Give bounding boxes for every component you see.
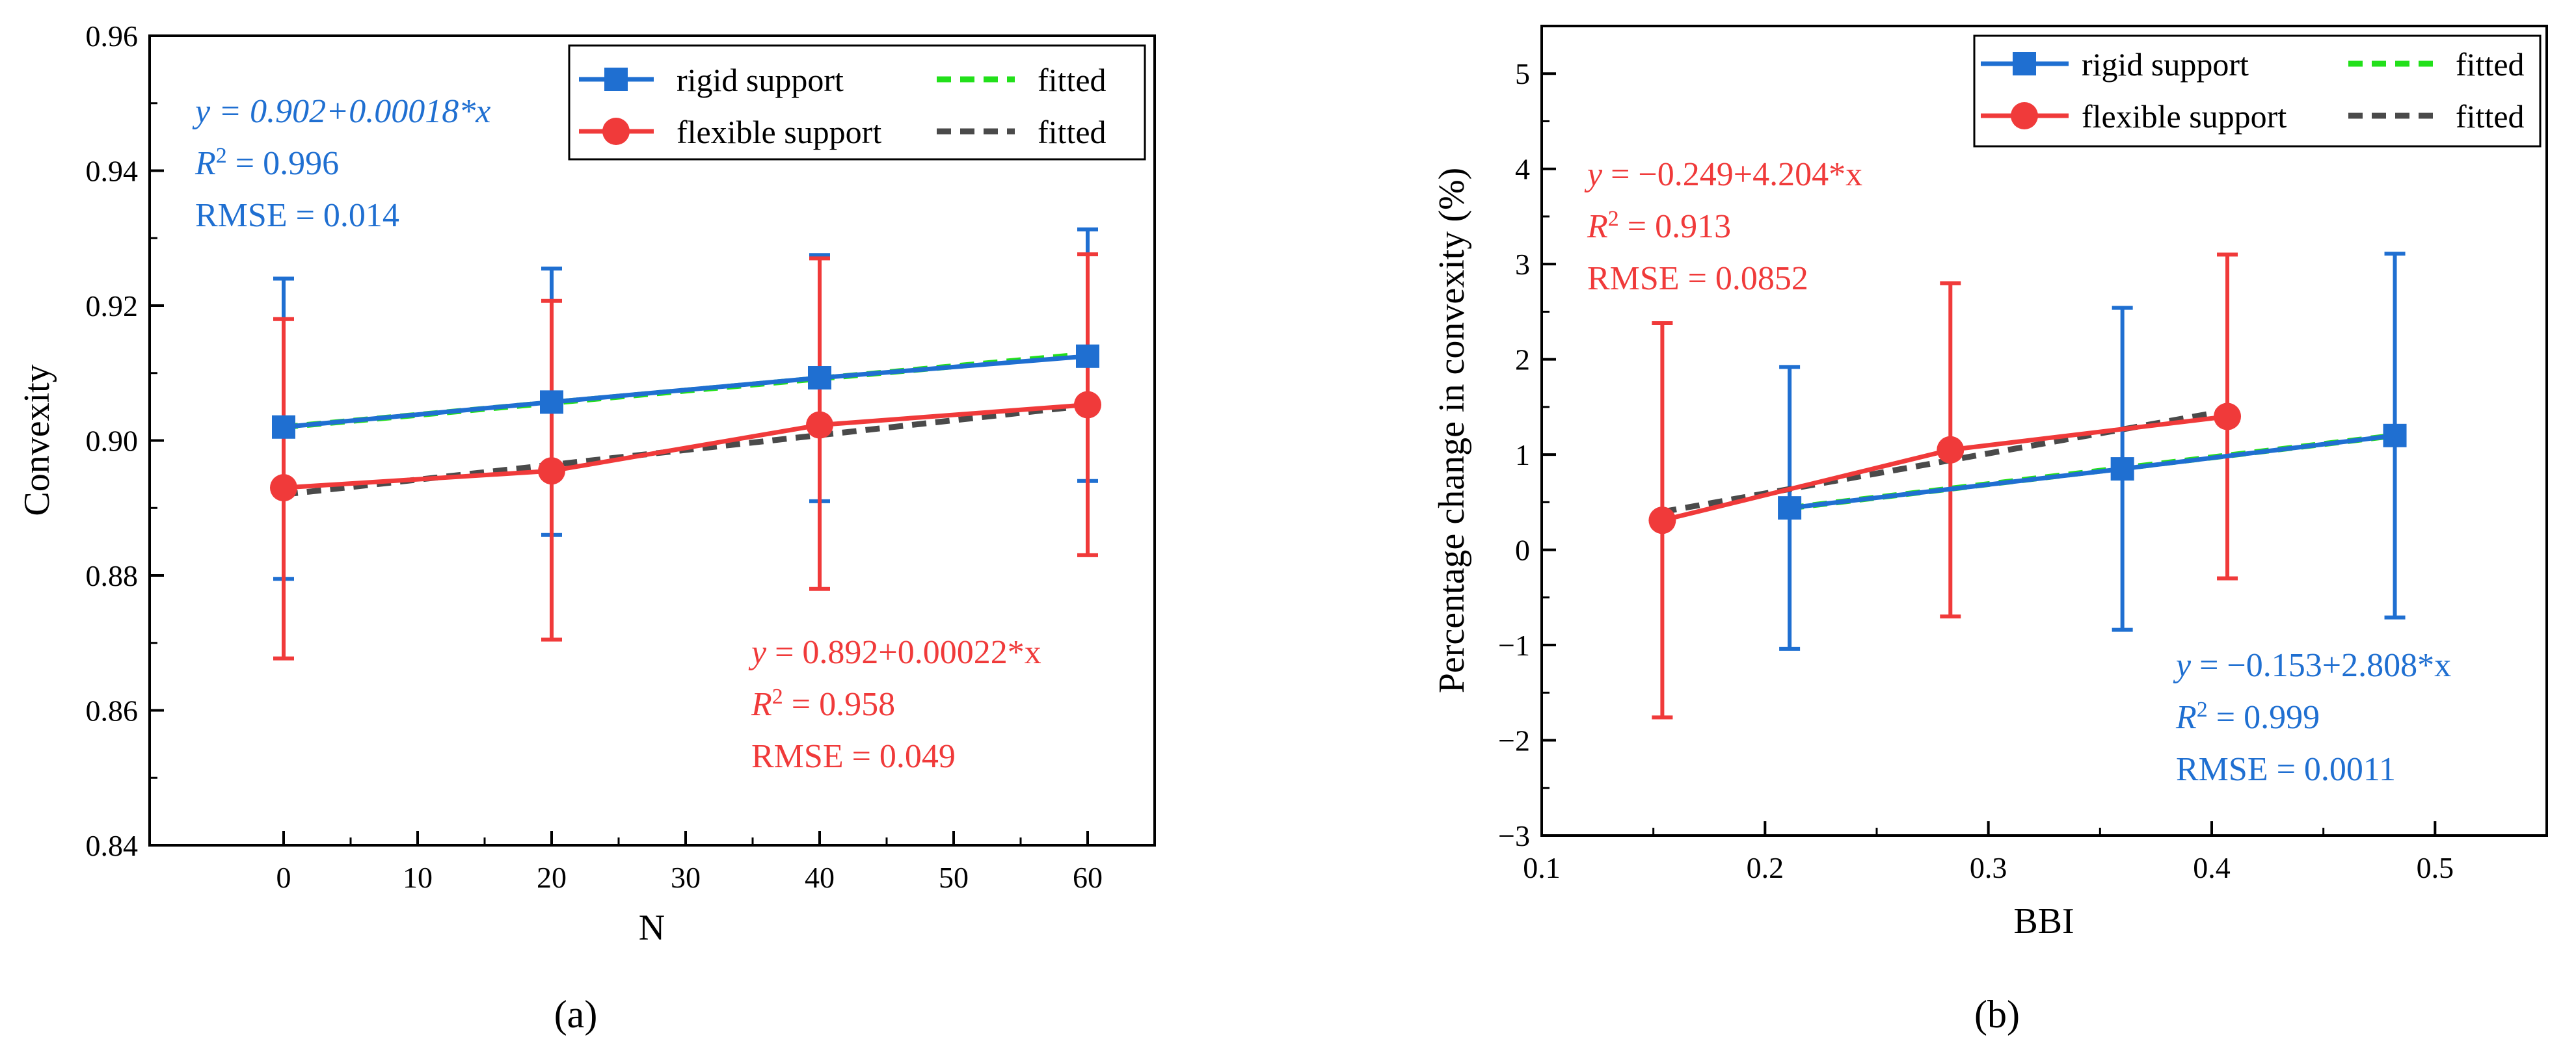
panel-b-label: (b) <box>1974 993 2020 1036</box>
panel-b-rigid-rmse: RMSE = 0.0011 <box>2176 751 2396 788</box>
panel-b-flexible-rmse: RMSE = 0.0852 <box>1587 260 1808 297</box>
panel-a-point-square <box>808 366 831 390</box>
panel-b-series <box>1648 402 2407 534</box>
panel-a-rigid-rmse: RMSE = 0.014 <box>195 197 399 234</box>
panel-a-point-circle <box>806 411 833 439</box>
panel-b-point-square <box>1778 496 1802 520</box>
panel-a-point-circle <box>538 457 565 485</box>
panel-b-x-tick-label: 0.4 <box>2193 851 2231 884</box>
panel-b-annotation-flexible: y = −0.249+4.204*x R2 = 0.913 RMSE = 0.0… <box>1584 156 1862 297</box>
panel-a-line-square <box>283 354 1088 430</box>
panel-b-legend-box <box>1973 34 2542 148</box>
panel-a-point-square <box>272 415 295 439</box>
panel-b-point-square <box>2383 423 2407 447</box>
panel-a-rigid-equation: y = 0.902+0.00018*x <box>192 93 490 130</box>
panel-b-y-tick-label: 2 <box>1515 343 1530 376</box>
panel-a-legend-box <box>568 44 1146 161</box>
panel-a-x-tick-label: 30 <box>671 861 701 894</box>
panel-a-legend-flexible-marker <box>602 118 630 145</box>
panel-b-flexible-r2: R2 = 0.913 <box>1587 207 1731 246</box>
panel-b-y-tick-label: 0 <box>1515 534 1530 567</box>
panel-a-flexible-r2: R2 = 0.958 <box>751 685 895 724</box>
panel-b-tick-labels: 0.1 0.2 0.3 0.4 0.5 −3 −2 −1 0 1 2 3 4 5 <box>1498 57 2454 884</box>
panel-a-rigid-r2: R2 = 0.996 <box>195 144 339 183</box>
panel-b-flexible-equation: y = −0.249+4.204*x <box>1584 156 1862 193</box>
panel-a-x-tick-label: 50 <box>939 861 969 894</box>
panel-a-legend: rigid support fitted flexible support fi… <box>568 44 1146 161</box>
panel-b-y-tick-label: 5 <box>1515 57 1530 90</box>
panel-a-x-axis-title: N <box>639 908 665 948</box>
panel-a-line-circle <box>283 402 1088 490</box>
panel-a-x-tick-label: 60 <box>1073 861 1103 894</box>
panel-b-legend: rigid support fitted flexible support fi… <box>1973 34 2542 148</box>
panel-a-legend-fit-rigid-label: fitted <box>1038 62 1107 98</box>
panel-b-y-tick-label: −2 <box>1498 724 1530 758</box>
panel-b-y-tick-label: 3 <box>1515 248 1530 281</box>
panel-b-annotation-rigid: y = −0.153+2.808*x R2 = 0.999 RMSE = 0.0… <box>2173 647 2451 788</box>
panel-a-flexible-rmse: RMSE = 0.049 <box>751 738 956 775</box>
panel-a-y-tick-label: 0.86 <box>86 694 139 728</box>
panel-a-tick-labels: 0 10 20 30 40 50 60 0.84 0.86 0.88 0.90 0.92 0.94 0.9… <box>86 20 1103 894</box>
panel-a-legend-flexible-label: flexible support <box>677 114 881 150</box>
panel-a-y-tick-label: 0.88 <box>86 559 139 592</box>
panel-a-point-square <box>540 390 563 414</box>
panel-a-point-circle <box>270 474 297 502</box>
panel-a: 0 10 20 30 40 50 60 0.84 0.86 0.88 0.90 0.92 0.94 0.9… <box>17 20 1156 1036</box>
panel-a-y-tick-label: 0.94 <box>86 155 139 188</box>
panel-a-x-tick-label: 20 <box>537 861 567 894</box>
panel-b-y-tick-label: 4 <box>1515 153 1530 186</box>
panel-b-point-circle <box>1648 507 1676 534</box>
panel-b: 0.1 0.2 0.3 0.4 0.5 −3 −2 −1 0 1 2 3 4 5 BBI Percenta… <box>1432 25 2548 1036</box>
panel-a-x-tick-label: 10 <box>403 861 433 894</box>
panel-b-plot-frame <box>1540 25 2548 837</box>
panel-a-flexible-equation: y = 0.892+0.00022*x <box>748 634 1041 671</box>
panel-b-legend-flexible-label: flexible support <box>2082 98 2287 135</box>
panel-a-x-tick-label: 0 <box>276 861 291 894</box>
panel-b-x-tick-label: 0.2 <box>1747 851 1784 884</box>
panel-a-legend-rigid-label: rigid support <box>677 62 844 98</box>
panel-a-y-tick-label: 0.90 <box>86 425 139 458</box>
panel-a-y-tick-label: 0.84 <box>86 829 139 862</box>
panel-a-plot-frame <box>148 34 1156 847</box>
panel-b-x-tick-label: 0.3 <box>1970 851 2007 884</box>
panel-b-y-tick-label: 1 <box>1515 438 1530 471</box>
panel-b-rigid-equation: y = −0.153+2.808*x <box>2173 647 2451 684</box>
panel-a-label: (a) <box>554 993 598 1036</box>
panel-b-rigid-r2: R2 = 0.999 <box>2175 698 2320 737</box>
panel-a-y-axis-title: Convexity <box>17 364 57 516</box>
panel-b-point-circle <box>1937 436 1965 464</box>
panel-a-annotation-rigid: y = 0.902+0.00018*x R2 = 0.996 RMSE = 0.… <box>192 93 490 234</box>
panel-a-legend-rigid-marker <box>604 68 628 91</box>
panel-b-y-tick-label: −1 <box>1498 629 1530 662</box>
panel-a-y-tick-label: 0.96 <box>86 20 139 53</box>
panel-b-legend-fit-flexible-label: fitted <box>2456 98 2525 135</box>
panel-b-x-tick-label: 0.5 <box>2417 851 2454 884</box>
panel-a-series <box>270 344 1101 502</box>
panel-b-legend-fit-rigid-label: fitted <box>2456 46 2525 83</box>
panel-b-legend-rigid-label: rigid support <box>2082 46 2249 83</box>
panel-a-legend-fit-flexible-label: fitted <box>1038 114 1107 150</box>
panel-a-x-tick-label: 40 <box>805 861 835 894</box>
panel-b-x-axis-title: BBI <box>2013 901 2074 942</box>
panel-b-point-square <box>2110 457 2134 481</box>
panel-a-point-square <box>1076 344 1099 368</box>
panel-b-y-axis-title: Percentage change in convexity (%) <box>1432 168 1472 694</box>
panel-b-point-circle <box>2214 402 2242 430</box>
panel-a-point-circle <box>1074 391 1101 419</box>
panel-a-annotation-flexible: y = 0.892+0.00022*x R2 = 0.958 RMSE = 0.… <box>748 634 1041 775</box>
panel-b-x-tick-label: 0.1 <box>1523 851 1561 884</box>
panel-b-y-tick-label: −3 <box>1498 819 1530 852</box>
panel-b-legend-flexible-marker <box>2011 102 2038 129</box>
panel-b-legend-rigid-marker <box>2013 52 2036 75</box>
panel-a-y-tick-label: 0.92 <box>86 289 139 323</box>
